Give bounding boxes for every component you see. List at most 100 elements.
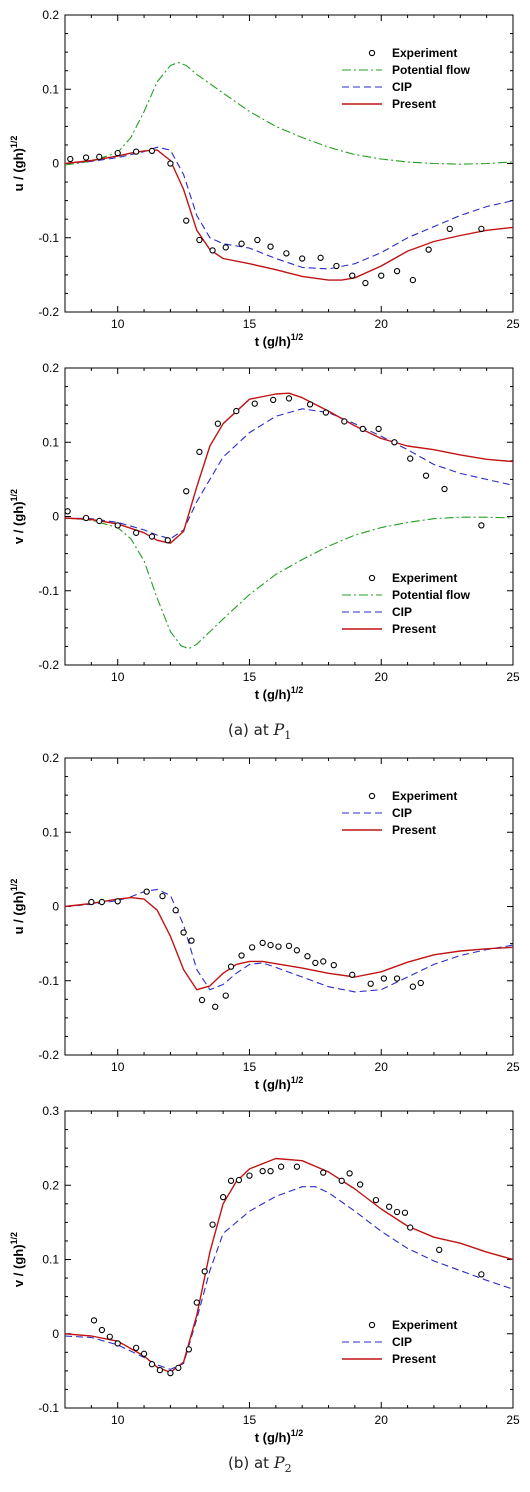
data-point-experiment [259, 1167, 266, 1175]
x-tick-label: 25 [506, 317, 520, 331]
plot-area [65, 61, 513, 287]
data-point-experiment [293, 947, 301, 954]
data-point-experiment [98, 898, 106, 906]
data-point-experiment [304, 953, 311, 960]
data-point-experiment [114, 149, 121, 157]
y-tick-label: -0.1 [38, 1401, 59, 1415]
y-tick-label: 0.1 [42, 825, 59, 839]
y-tick-label: 0.2 [42, 751, 59, 765]
data-point-experiment [227, 1177, 235, 1184]
x-axis-label: t (g/h)1/2 [255, 1428, 304, 1445]
data-point-experiment [246, 1172, 253, 1179]
legend-label-potential-flow: Potential flow [392, 588, 471, 602]
data-point-experiment [156, 1366, 164, 1374]
data-point-experiment [193, 1299, 200, 1306]
legend-label-cip: CIP [392, 605, 412, 619]
data-point-experiment [317, 254, 324, 261]
series-line-potential-flow [65, 61, 513, 166]
plot-frame [64, 1110, 514, 1409]
y-tick-label: 0.1 [42, 82, 59, 96]
y-axis-label: u / (gh)1/2 [9, 136, 26, 192]
data-point-experiment [96, 153, 103, 160]
data-point-experiment [98, 1326, 106, 1334]
plot-area [65, 392, 513, 650]
data-point-experiment [299, 255, 306, 262]
chart-P1-u: 10 15 20 25 -0.2 -0.1 0 0.1 0.2 t (g/h)1/2 u / (gh… [9, 8, 520, 349]
legend-label-experiment: Experiment [392, 46, 457, 60]
data-point-experiment [407, 455, 414, 462]
data-point-experiment [306, 401, 314, 408]
legend: Experiment CIP Present [342, 1318, 457, 1366]
data-point-experiment [330, 962, 337, 969]
y-axis-label: v / (gh)1/2 [9, 1232, 26, 1287]
x-tick-label: 25 [506, 1413, 520, 1427]
data-point-experiment [267, 243, 274, 250]
data-point-experiment [446, 225, 453, 232]
data-point-experiment [65, 508, 71, 515]
series-experiment [88, 888, 424, 1010]
series-line-cip [65, 408, 513, 540]
legend-label-experiment: Experiment [392, 1318, 457, 1332]
y-tick-label: 0.3 [42, 1104, 59, 1118]
data-point-experiment [185, 1346, 193, 1353]
data-point-experiment [248, 944, 256, 951]
data-point-experiment [359, 425, 366, 433]
data-point-experiment [183, 217, 190, 224]
data-point-experiment [422, 472, 430, 479]
x-tick-label: 15 [243, 1060, 257, 1074]
data-point-experiment [175, 1364, 182, 1372]
data-point-experiment [478, 225, 485, 232]
legend-label-experiment: Experiment [392, 571, 457, 585]
chart-P2-u: 10 15 20 25 -0.2 -0.1 0 0.1 0.2 t (g/h)1/2 u / (gh… [9, 751, 520, 1092]
y-tick-label: -0.1 [38, 974, 59, 988]
legend-marker-experiment [368, 792, 376, 800]
x-tick-label: 25 [506, 1060, 520, 1074]
data-point-experiment [140, 1350, 148, 1357]
x-axis-label: t (g/h)1/2 [255, 685, 304, 702]
y-axis-label: v / (gh)1/2 [9, 489, 26, 544]
series-experiment [67, 147, 485, 287]
legend-label-cip: CIP [392, 1335, 412, 1349]
data-point-experiment [275, 943, 282, 950]
legend-label-present: Present [392, 1352, 436, 1366]
data-point-experiment [235, 1176, 243, 1184]
data-point-experiment [209, 247, 216, 254]
legend-label-present: Present [392, 97, 436, 111]
data-point-experiment [201, 1268, 208, 1275]
y-tick-label: 0.1 [42, 1253, 59, 1267]
data-point-experiment [407, 1224, 414, 1231]
data-point-experiment [378, 272, 385, 279]
x-tick-label: 20 [375, 317, 389, 331]
data-point-experiment [270, 396, 277, 404]
data-point-experiment [133, 148, 140, 155]
data-point-experiment [114, 898, 121, 905]
data-point-experiment [425, 246, 432, 253]
series-line-potential-flow [65, 516, 513, 650]
data-point-experiment [259, 939, 266, 947]
legend-label-potential-flow: Potential flow [392, 63, 471, 77]
data-point-experiment [385, 1203, 393, 1210]
data-point-experiment [159, 892, 166, 900]
data-point-experiment [222, 992, 229, 999]
data-point-experiment [380, 975, 388, 982]
y-tick-label: -0.2 [38, 658, 59, 672]
data-point-experiment [88, 898, 95, 906]
data-point-experiment [214, 420, 221, 427]
legend: Experiment Potential flow CIP Present [342, 571, 471, 636]
data-point-experiment [238, 952, 245, 959]
x-tick-label: 15 [243, 670, 257, 684]
figure-caption-b: (b) at P2 [228, 1453, 292, 1475]
legend-label-cip: CIP [392, 806, 412, 820]
y-tick-label: 0.2 [42, 8, 59, 22]
data-point-experiment [346, 1170, 353, 1177]
x-tick-label: 10 [111, 1060, 125, 1074]
legend: Experiment Potential flow CIP Present [342, 46, 471, 111]
y-tick-label: 0.2 [42, 361, 59, 375]
x-axis-label: t (g/h)1/2 [255, 332, 304, 349]
chart-P1-v: 10 15 20 25 -0.2 -0.1 0 0.1 0.2 t (g/h)1/2 v / (gh… [9, 361, 520, 702]
y-tick-label: 0 [52, 1327, 59, 1341]
data-point-experiment [409, 276, 417, 284]
data-point-experiment [338, 1177, 345, 1184]
series-line-present [65, 149, 513, 281]
